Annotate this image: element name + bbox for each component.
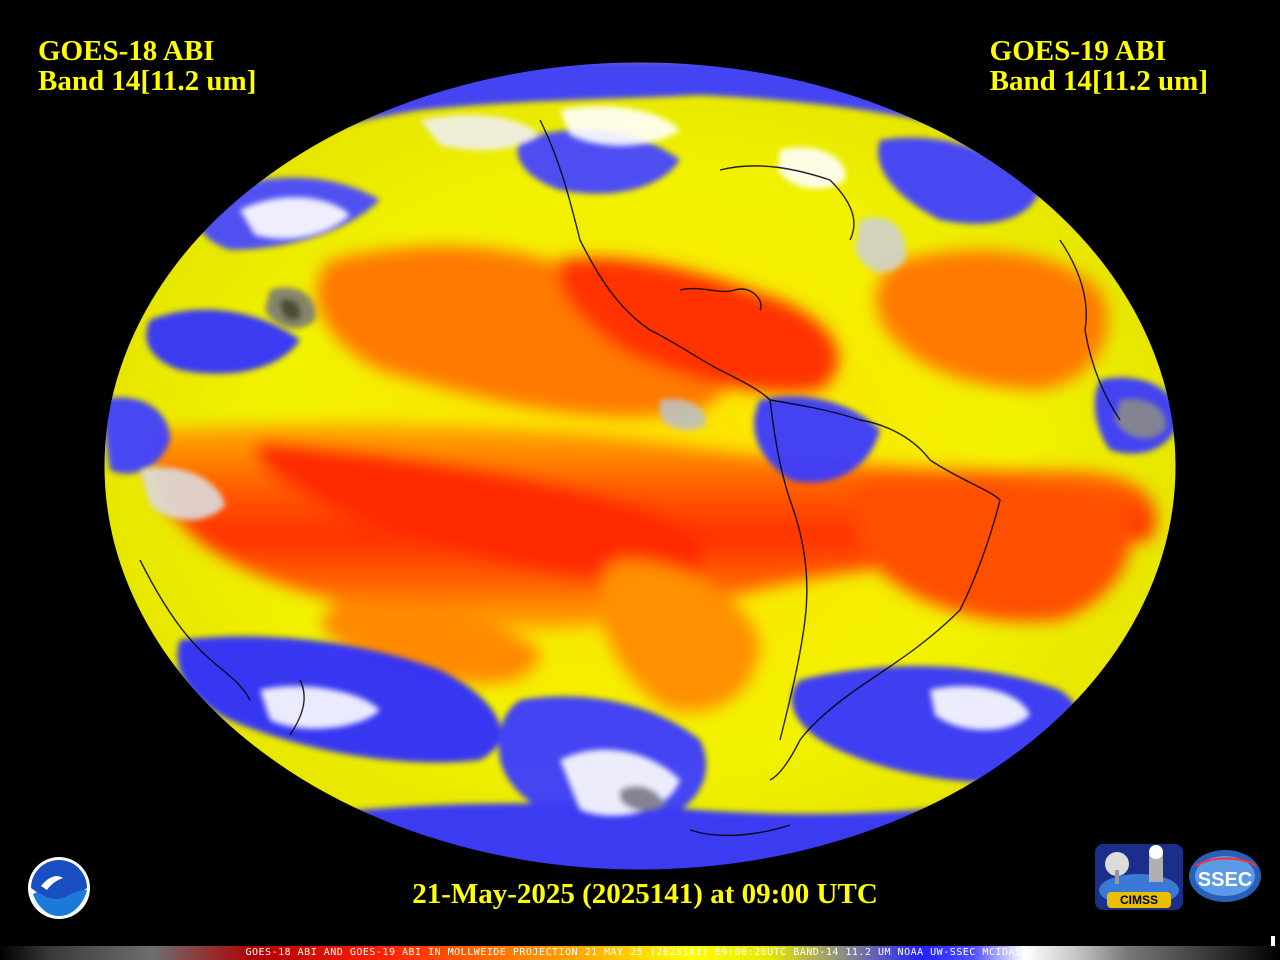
temperature-colorbar — [0, 946, 1280, 960]
cimss-logo-text: CIMSS — [1120, 893, 1158, 907]
right-band-name: Band 14[11.2 um] — [989, 65, 1208, 97]
cursor-marker — [1271, 936, 1275, 946]
left-satellite-label: GOES-18 ABI Band 14[11.2 um] — [38, 36, 256, 96]
ssec-logo-text: SSEC — [1198, 869, 1252, 891]
cimss-logo-icon: CIMSS — [1095, 844, 1183, 910]
right-satellite-name: GOES-19 ABI — [989, 35, 1167, 67]
right-satellite-label: GOES-19 ABI Band 14[11.2 um] — [990, 36, 1208, 96]
date-time-label: 21-May-2025 (2025141) at 09:00 UTC — [412, 878, 878, 910]
left-band-name: Band 14[11.2 um] — [38, 65, 257, 97]
colorbar-caption: GOES-18 ABI AND GOES-19 ABI IN MOLLWEIDE… — [245, 947, 1035, 958]
left-satellite-name: GOES-18 ABI — [38, 35, 215, 67]
ssec-logo-icon: SSEC — [1189, 850, 1261, 902]
noaa-logo-icon — [28, 857, 90, 919]
